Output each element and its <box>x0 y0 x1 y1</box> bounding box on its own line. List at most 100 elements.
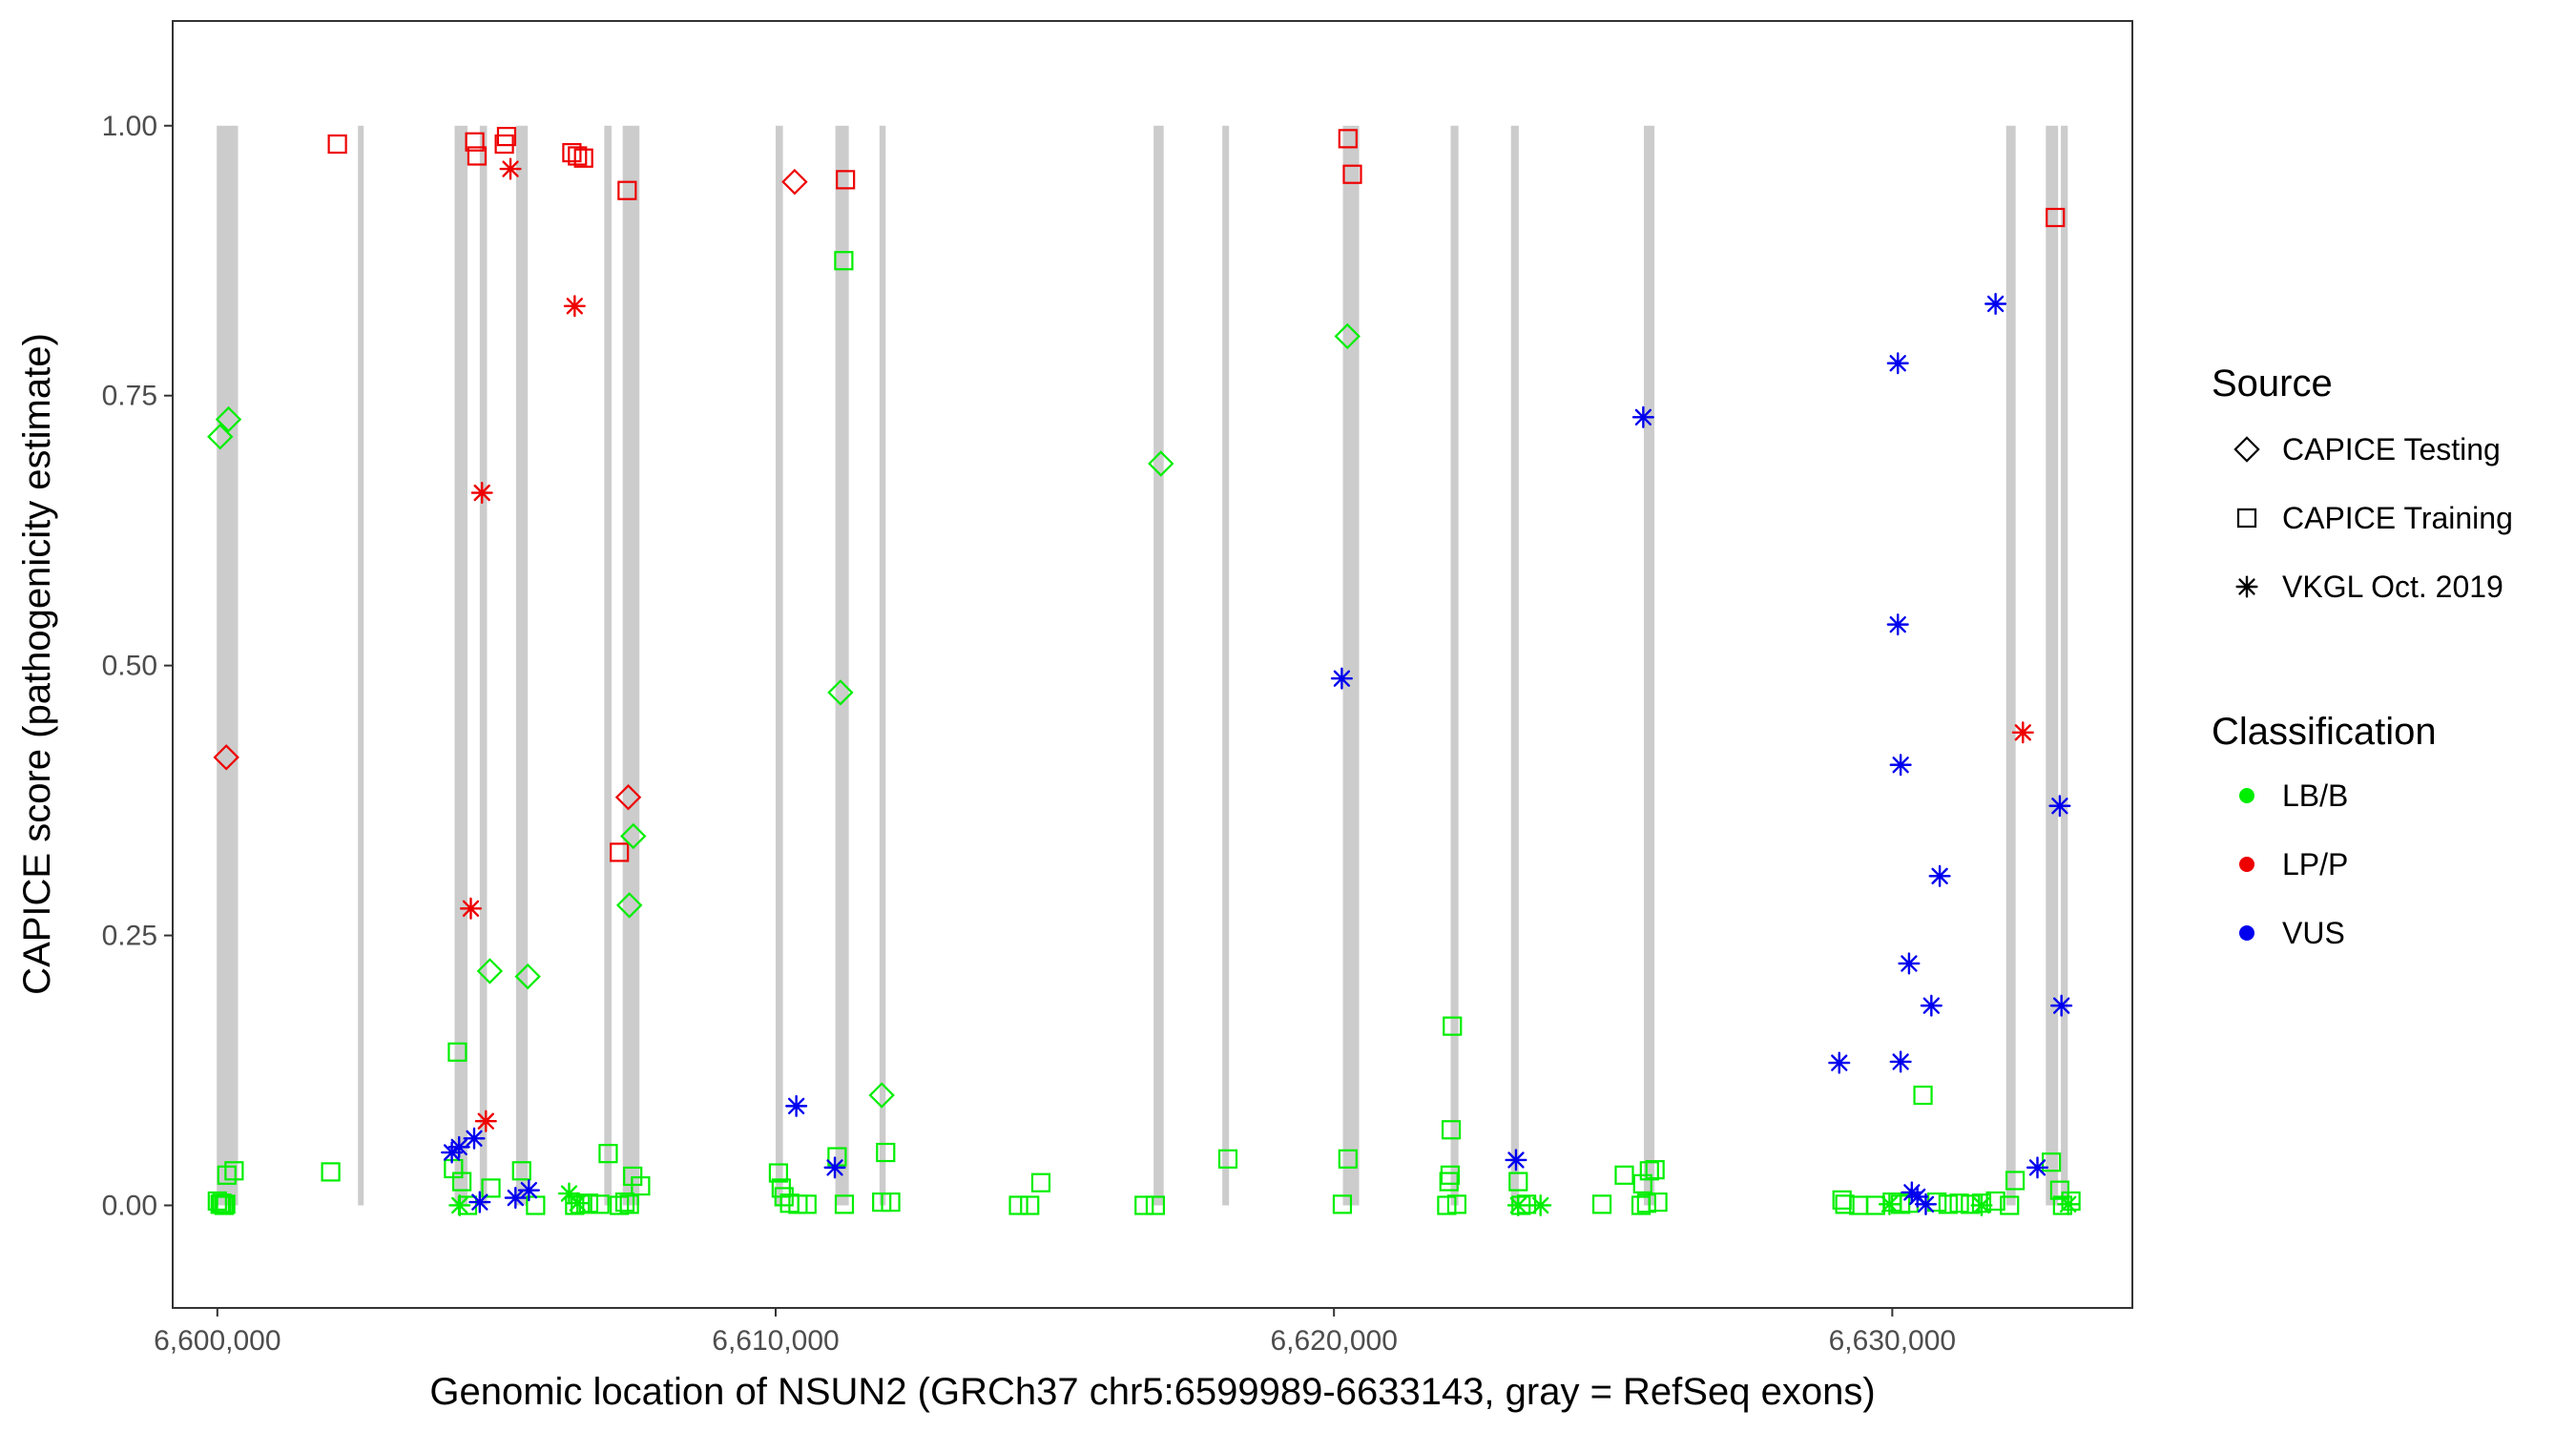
legend: Source CAPICE Testing CAPICE Training VKGL … <box>2212 363 2513 950</box>
data-point <box>1145 1195 1166 1215</box>
data-point <box>610 1195 630 1215</box>
exon-layer <box>217 125 2068 1206</box>
marker-square <box>631 1176 651 1196</box>
marker-asterisk-stroke <box>473 484 490 502</box>
marker-asterisk-stroke <box>1931 867 1948 884</box>
data-point <box>1889 1050 1912 1073</box>
data-point <box>1338 129 1358 149</box>
marker-asterisk-stroke <box>1892 1053 1909 1070</box>
data-point <box>1889 754 1912 777</box>
marker-square <box>876 1142 896 1163</box>
data-point <box>768 1163 789 1183</box>
data-point <box>827 679 854 706</box>
marker-square <box>573 148 593 168</box>
data-point <box>1639 1161 1659 1181</box>
legend-key-dot <box>2239 857 2254 872</box>
data-point <box>876 1142 896 1163</box>
marker-asterisk-stroke <box>1831 1054 1848 1071</box>
marker-asterisk-stroke <box>2051 798 2068 815</box>
data-point <box>1338 1149 1358 1169</box>
marker-asterisk-stroke <box>569 1194 586 1212</box>
marker-square <box>212 1193 232 1213</box>
marker-square <box>2049 1180 2070 1200</box>
data-point <box>1984 292 2007 316</box>
data-point <box>1835 1194 1855 1214</box>
data-point <box>2000 1195 2020 1215</box>
marker-square <box>217 1165 237 1185</box>
marker-square <box>590 1194 610 1214</box>
marker-square <box>1338 1149 1358 1169</box>
marker-square <box>467 146 488 166</box>
marker-diamond <box>868 1082 895 1109</box>
data-point <box>447 1135 470 1158</box>
data-point <box>481 1178 501 1198</box>
data-point <box>1970 1193 1993 1217</box>
data-point <box>1901 1181 1923 1204</box>
marker-square <box>452 1172 472 1192</box>
data-point <box>868 1082 895 1109</box>
series-square-lp-p <box>327 126 2066 862</box>
x-axis: 6,600,000 6,610,000 6,620,000 6,630,000 <box>154 1308 1956 1357</box>
data-point <box>1632 1173 1652 1193</box>
exon-band <box>217 125 239 1206</box>
marker-asterisk-stroke <box>560 1185 578 1202</box>
legend-label-source: VKGL Oct. 2019 <box>2282 570 2503 604</box>
marker-square <box>568 146 588 166</box>
marker-asterisk-stroke <box>1903 1184 1921 1201</box>
marker-square <box>1648 1192 1668 1213</box>
data-point <box>565 1195 585 1215</box>
data-point <box>1886 352 1909 375</box>
plot-panel-border <box>172 20 2133 1309</box>
marker-diamond <box>2233 436 2260 463</box>
marker-square <box>1949 1193 1969 1213</box>
data-point <box>1949 1193 1969 1213</box>
marker-asterisk-stroke <box>451 1196 468 1214</box>
marker-square <box>216 1194 236 1214</box>
data-point <box>568 146 588 166</box>
data-point <box>1217 1149 1238 1169</box>
data-point <box>2025 1156 2049 1179</box>
data-point <box>1437 1195 1457 1215</box>
marker-diamond <box>215 405 242 433</box>
exon-band <box>358 125 364 1206</box>
marker-square <box>1008 1195 1028 1215</box>
marker-square <box>1134 1195 1154 1215</box>
marker-asterisk-stroke <box>826 1159 843 1176</box>
point-layer <box>207 126 2081 1217</box>
marker-square <box>1938 1194 1958 1214</box>
data-point <box>563 295 586 318</box>
exon-band <box>1342 125 1360 1206</box>
data-point <box>2011 721 2034 744</box>
marker-asterisk-stroke <box>2060 1195 2077 1213</box>
marker-asterisk-stroke <box>1889 355 1906 372</box>
data-point <box>1332 1194 1353 1214</box>
marker-square <box>2236 508 2257 529</box>
exon-band <box>515 125 529 1206</box>
exon-band <box>454 125 467 1206</box>
data-point <box>514 963 541 990</box>
marker-asterisk-stroke <box>787 1097 805 1115</box>
data-point <box>1938 1194 1958 1214</box>
y-axis: 0.00 0.25 0.50 0.75 1.00 <box>102 111 173 1221</box>
marker-square <box>511 1161 531 1181</box>
marker-square <box>1437 1195 1457 1215</box>
data-point <box>216 1194 236 1214</box>
data-point <box>2050 994 2073 1017</box>
data-point <box>1440 1165 1461 1185</box>
exon-band <box>776 125 783 1206</box>
data-point <box>1920 994 1942 1017</box>
marker-square <box>1614 1165 1634 1185</box>
marker-square <box>1632 1173 1652 1193</box>
data-point <box>474 1110 497 1132</box>
marker-asterisk-stroke <box>1532 1196 1549 1214</box>
data-point <box>620 822 647 850</box>
marker-square <box>465 132 485 152</box>
marker-square <box>834 251 854 271</box>
x-tick-label: 6,620,000 <box>1270 1325 1397 1357</box>
data-point <box>213 744 239 771</box>
legend-label-source: CAPICE Testing <box>2282 432 2501 467</box>
marker-square <box>1440 1165 1461 1185</box>
marker-square <box>562 142 582 163</box>
